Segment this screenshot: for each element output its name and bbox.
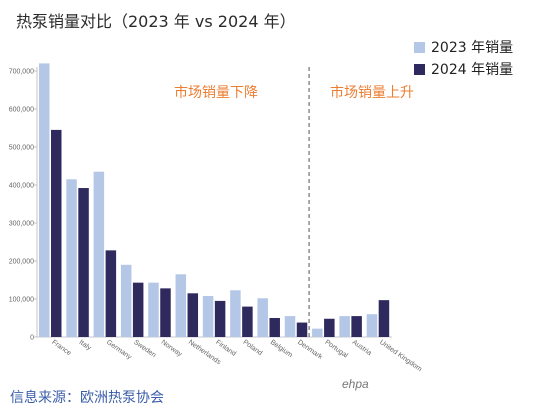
bar-2024-norway xyxy=(160,288,171,337)
x-tick-label: Italy xyxy=(78,339,93,352)
bar-2024-portugal xyxy=(324,318,335,337)
legend-swatch-2023 xyxy=(414,41,425,53)
source-note: 信息来源：欧洲热泵协会 xyxy=(10,390,164,406)
chart-title: 热泵销量对比（2023 年 vs 2024 年） xyxy=(16,12,296,31)
legend-label-2023: 2023 年销量 xyxy=(431,40,514,56)
y-tick-label: 600,000 xyxy=(9,107,34,114)
y-tick-label: 100,000 xyxy=(9,297,34,304)
legend-item-2024: 2024 年销量 xyxy=(414,58,534,80)
bar-2023-poland xyxy=(230,290,241,337)
x-tick-label: United Kingdom xyxy=(378,339,423,373)
bar-2024-austria xyxy=(351,316,362,337)
y-tick-label: 500,000 xyxy=(9,145,34,152)
x-tick-label: Poland xyxy=(242,339,264,357)
bar-2024-netherlands xyxy=(187,293,199,337)
ehpa-logo: ehpa xyxy=(342,377,369,391)
bar-2024-sweden xyxy=(132,282,144,337)
bar-2023-austria xyxy=(339,316,350,337)
annotation-sales-decline: 市场销量下降 xyxy=(174,84,258,101)
bar-2023-portugal xyxy=(312,328,323,337)
legend-item-2023: 2023 年销量 xyxy=(414,36,534,58)
x-tick-label: Austria xyxy=(351,339,373,357)
x-tick-label: Finland xyxy=(214,339,237,358)
bar-2023-norway xyxy=(148,282,159,337)
bar-2024-france xyxy=(51,129,62,337)
x-tick-label: Portugal xyxy=(323,339,349,360)
x-tick-label: Belgium xyxy=(269,339,294,359)
x-tick-label: Sweden xyxy=(132,339,157,359)
bar-2023-united-kingdom xyxy=(366,314,378,337)
legend-swatch-2024 xyxy=(414,63,425,75)
chart-legend: 2023 年销量 2024 年销量 xyxy=(414,36,534,80)
bar-2024-finland xyxy=(214,300,226,337)
bar-2024-poland xyxy=(242,306,253,337)
legend-label-2024: 2024 年销量 xyxy=(431,62,514,78)
bar-2024-united-kingdom xyxy=(378,300,390,337)
bar-2023-sweden xyxy=(120,264,132,337)
bar-2023-germany xyxy=(93,171,105,337)
bar-2024-italy xyxy=(78,188,89,337)
x-tick-label: Denmark xyxy=(296,339,324,361)
bar-2023-denmark xyxy=(284,316,296,337)
bar-2024-germany xyxy=(105,250,117,337)
y-tick-label: 700,000 xyxy=(9,69,34,76)
y-tick-label: 400,000 xyxy=(9,183,34,190)
y-tick-label: 0 xyxy=(30,335,34,342)
y-tick-label: 300,000 xyxy=(9,221,34,228)
bar-2023-france xyxy=(39,63,50,338)
bar-2023-netherlands xyxy=(175,274,187,337)
bar-2023-italy xyxy=(66,179,77,337)
bar-2023-belgium xyxy=(257,298,268,337)
y-tick-label: 200,000 xyxy=(9,259,34,266)
bar-2024-denmark xyxy=(296,322,308,337)
bar-2024-belgium xyxy=(269,318,280,337)
x-tick-label: France xyxy=(50,339,72,357)
x-tick-label: Norway xyxy=(160,339,184,359)
bar-2023-finland xyxy=(202,295,214,337)
annotation-sales-rise: 市场销量上升 xyxy=(330,84,414,101)
x-tick-label: Germany xyxy=(105,339,133,362)
